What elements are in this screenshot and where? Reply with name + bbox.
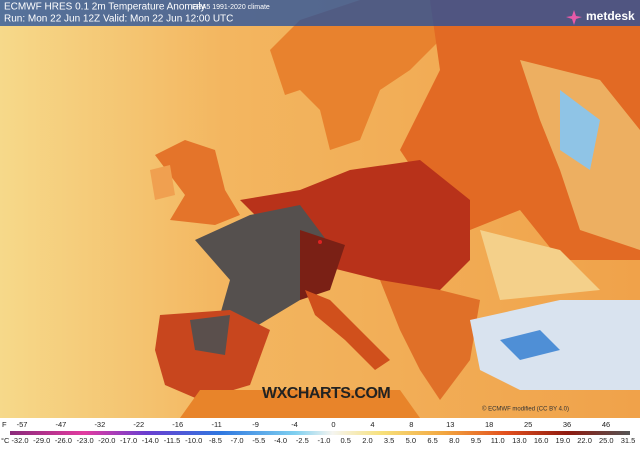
watermark: WXCHARTS.COM <box>262 385 390 402</box>
legend-c-labels: -32.0 -29.0 -26.0 -23.0 -20.0 -17.0 -14.0 -11.5… <box>11 436 635 445</box>
legend-f-label: 8 <box>409 420 413 429</box>
legend-c-label: -20.0 <box>98 436 115 445</box>
legend-c-label: 25.0 <box>599 436 614 445</box>
legend-f-label: 18 <box>485 420 493 429</box>
legend-c-label: 2.0 <box>362 436 372 445</box>
legend-c-label: -29.0 <box>33 436 50 445</box>
legend-f-label: 13 <box>446 420 454 429</box>
header-band <box>0 0 640 26</box>
legend-f-label: 25 <box>524 420 532 429</box>
credit: © ECMWF modified (CC BY 4.0) <box>482 406 569 413</box>
legend-c-label: -11.5 <box>164 436 181 445</box>
legend-c-label: -2.5 <box>296 436 309 445</box>
legend-c-label: 16.0 <box>534 436 549 445</box>
legend-f-label: 0 <box>331 420 335 429</box>
legend-f-label: 4 <box>370 420 374 429</box>
map-title: ECMWF HRES 0.1 2m Temperature Anomaly <box>4 2 206 13</box>
legend-c-label: -26.0 <box>55 436 72 445</box>
run-info: Run: Mon 22 Jun 12Z Valid: Mon 22 Jun 12… <box>4 14 233 25</box>
map <box>0 0 640 418</box>
brand-logo: metdesk <box>566 9 635 25</box>
legend-c-label: -32.0 <box>11 436 28 445</box>
legend-c-label: 19.0 <box>556 436 571 445</box>
legend-f-label: -22 <box>133 420 144 429</box>
legend-c-label: -17.0 <box>120 436 137 445</box>
legend-c-label: 5.0 <box>406 436 416 445</box>
legend-f-label: -9 <box>252 420 259 429</box>
climate-note: ERA5 1991-2020 climate <box>192 4 270 11</box>
legend-c-label: 3.5 <box>384 436 394 445</box>
legend-c-label: 31.5 <box>621 436 636 445</box>
legend-c-label: 6.5 <box>427 436 437 445</box>
legend-f-label: 36 <box>563 420 571 429</box>
color-bar <box>10 431 630 435</box>
legend-c-label: -10.0 <box>185 436 202 445</box>
legend-f-label: -32 <box>94 420 105 429</box>
legend-f-label: -4 <box>291 420 298 429</box>
legend-c-label: -1.0 <box>318 436 331 445</box>
legend-c-label: -5.5 <box>252 436 265 445</box>
legend-c-label: 11.0 <box>491 436 505 445</box>
legend-c-label: 8.0 <box>449 436 459 445</box>
legend-c-label: -8.5 <box>209 436 222 445</box>
legend-f-unit: F <box>2 420 7 429</box>
legend-c-label: -7.0 <box>231 436 244 445</box>
legend-c-label: -4.0 <box>274 436 287 445</box>
legend-c-label: 0.5 <box>340 436 350 445</box>
legend-f-label: 46 <box>602 420 610 429</box>
legend-c-label: -23.0 <box>77 436 94 445</box>
legend-c-label: -14.0 <box>142 436 159 445</box>
legend-c-label: 22.0 <box>577 436 592 445</box>
legend-c-label: 13.0 <box>512 436 527 445</box>
legend-f-labels: -57 -47 -32 -22 -16 -11 -9 -4 0 4 8 13 18 25 36 46 <box>17 420 611 429</box>
legend-c-label: 9.5 <box>471 436 481 445</box>
legend-f-label: -47 <box>56 420 67 429</box>
legend-c-unit: °C <box>1 436 10 445</box>
legend-f-label: -11 <box>212 420 222 429</box>
legend-f-label: -57 <box>17 420 28 429</box>
brand-name: metdesk <box>586 9 635 23</box>
legend-f-label: -16 <box>172 420 183 429</box>
